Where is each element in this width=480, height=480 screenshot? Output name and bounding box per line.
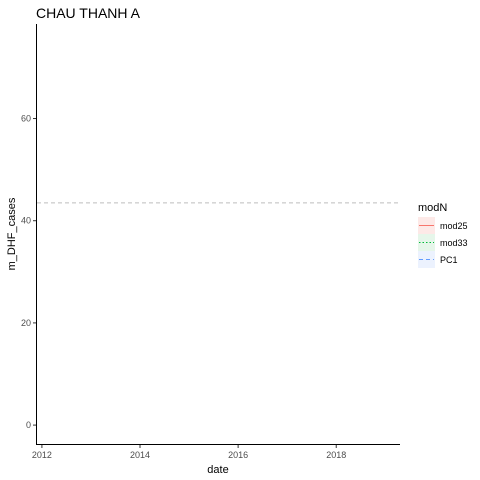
legend-title: modN [418,202,447,214]
x-tick-label: 2016 [228,450,248,460]
chart-title: CHAU THANH A [36,5,141,21]
legend: modN mod25 mod33 PC1 [418,202,468,268]
y-tick-label: 0 [26,420,31,430]
y-tick-label: 40 [21,216,31,226]
x-tick-label: 2012 [32,450,52,460]
legend-label-mod25: mod25 [440,221,468,231]
x-ticks: 2012 2014 2016 2018 [32,445,346,460]
legend-label-PC1: PC1 [440,255,458,265]
y-axis-title: m_DHF_cases [6,197,18,270]
y-tick-label: 60 [21,114,31,124]
y-ticks: 0 20 40 60 [21,114,36,430]
y-tick-label: 20 [21,318,31,328]
x-axis-title: date [207,464,228,476]
x-tick-label: 2018 [326,450,346,460]
x-tick-label: 2014 [130,450,150,460]
legend-label-mod33: mod33 [440,238,468,248]
